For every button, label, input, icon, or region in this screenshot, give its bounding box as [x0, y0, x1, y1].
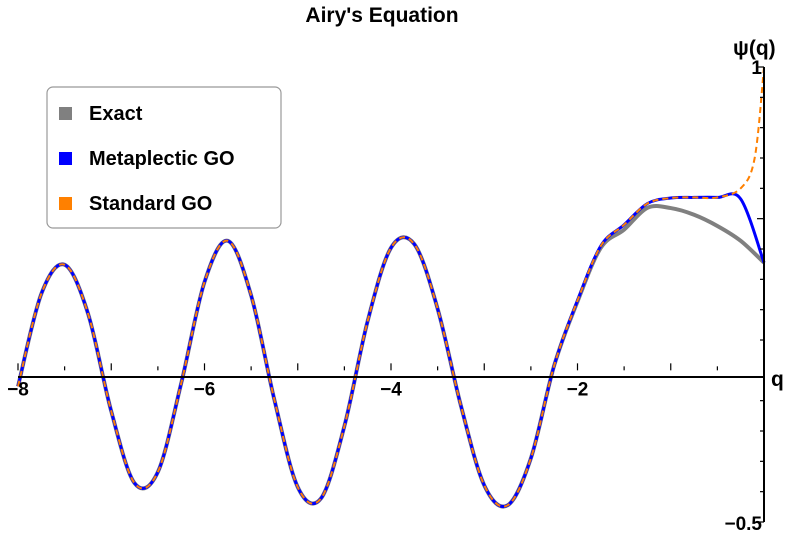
y-axis-label: ψ(q)	[733, 37, 776, 60]
legend: Exact Metaplectic GO Standard GO	[46, 86, 282, 229]
y-tick-label: 1	[751, 58, 762, 79]
chart-title: Airy's Equation	[305, 4, 458, 27]
series-line-metaplectic-go	[16, 192, 766, 508]
legend-label-metaplectic: Metaplectic GO	[89, 148, 235, 170]
legend-swatch-exact	[59, 107, 72, 120]
y-tick-label: −0.5	[724, 514, 762, 535]
x-tick-label: −8	[7, 379, 29, 400]
legend-swatch-metaplectic	[59, 152, 72, 165]
legend-label-exact: Exact	[89, 103, 143, 125]
x-tick-label: −6	[194, 379, 216, 400]
x-tick-label: −4	[380, 379, 402, 400]
legend-box	[46, 86, 282, 229]
series-line-exact	[16, 203, 766, 509]
ticks-layer: −8 −6 −4 −2 −0.5 1	[7, 58, 764, 535]
series-layer	[16, 66, 766, 509]
x-axis-label: q	[771, 368, 784, 391]
x-tick-label: −2	[567, 379, 589, 400]
legend-swatch-standard	[59, 197, 72, 210]
legend-label-standard: Standard GO	[89, 193, 212, 215]
